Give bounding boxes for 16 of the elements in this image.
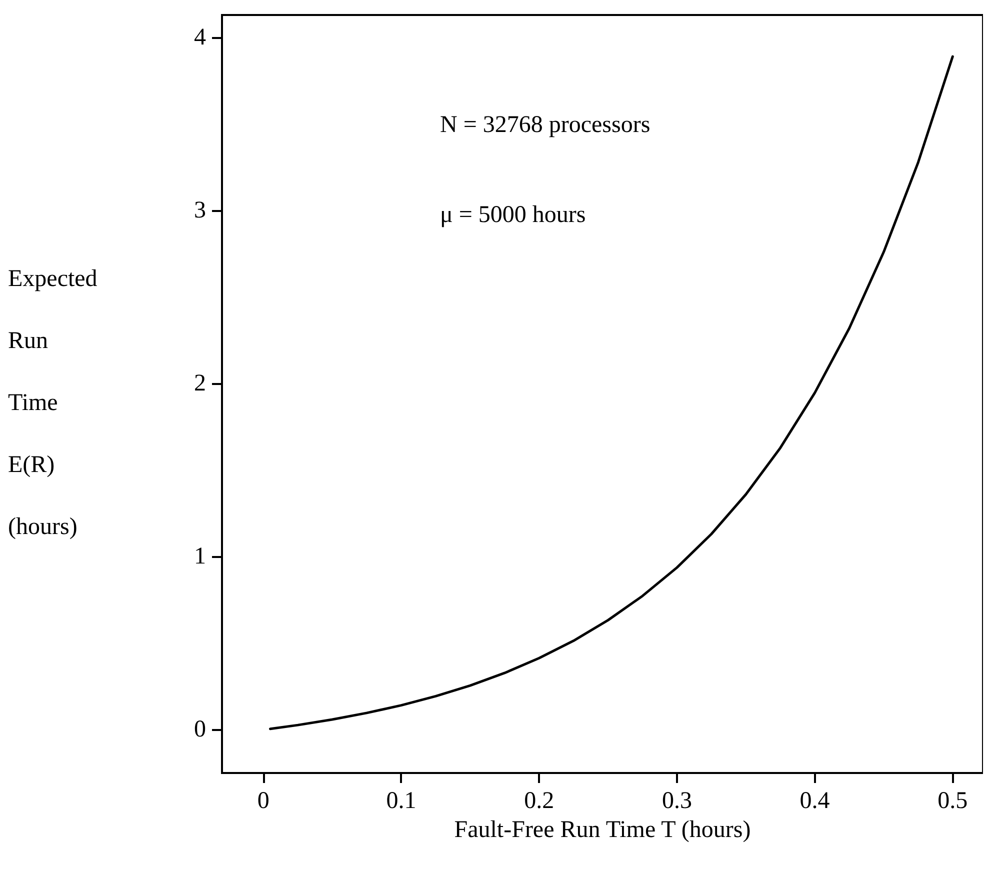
x-tick-label: 0.1	[386, 788, 416, 814]
y-tick-label: 0	[194, 716, 206, 743]
x-tick-label: 0.2	[524, 788, 554, 814]
y-tick-label: 3	[194, 198, 206, 224]
annotation: N = 32768 processors	[440, 112, 650, 138]
text: Expected Run Time E(R) (hours)	[8, 266, 98, 540]
x-tick-label: 0.5	[938, 788, 968, 814]
y-tick-label: 4	[194, 24, 206, 50]
line-series	[269, 55, 954, 730]
x-tick-label: 0.4	[800, 788, 830, 814]
annotation: μ = 5000 hours	[440, 202, 586, 228]
y-tick-label: 1	[194, 544, 206, 570]
x-tick-label: 0	[257, 788, 270, 814]
y-tick-label: 2	[194, 370, 206, 397]
x-tick-label: 0.3	[662, 788, 692, 814]
x-axis-title: Fault-Free Run Time T (hours)	[454, 816, 751, 843]
